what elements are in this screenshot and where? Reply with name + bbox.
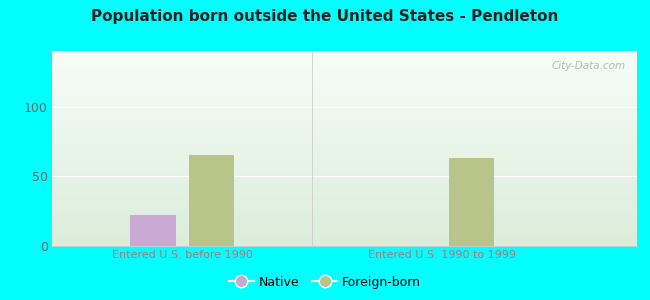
Bar [448, 158, 494, 246]
Bar [130, 215, 176, 246]
Legend: Native, Foreign-born: Native, Foreign-born [224, 271, 426, 294]
Text: Population born outside the United States - Pendleton: Population born outside the United State… [91, 9, 559, 24]
Text: City-Data.com: City-Data.com [551, 61, 625, 71]
Bar [188, 155, 234, 246]
